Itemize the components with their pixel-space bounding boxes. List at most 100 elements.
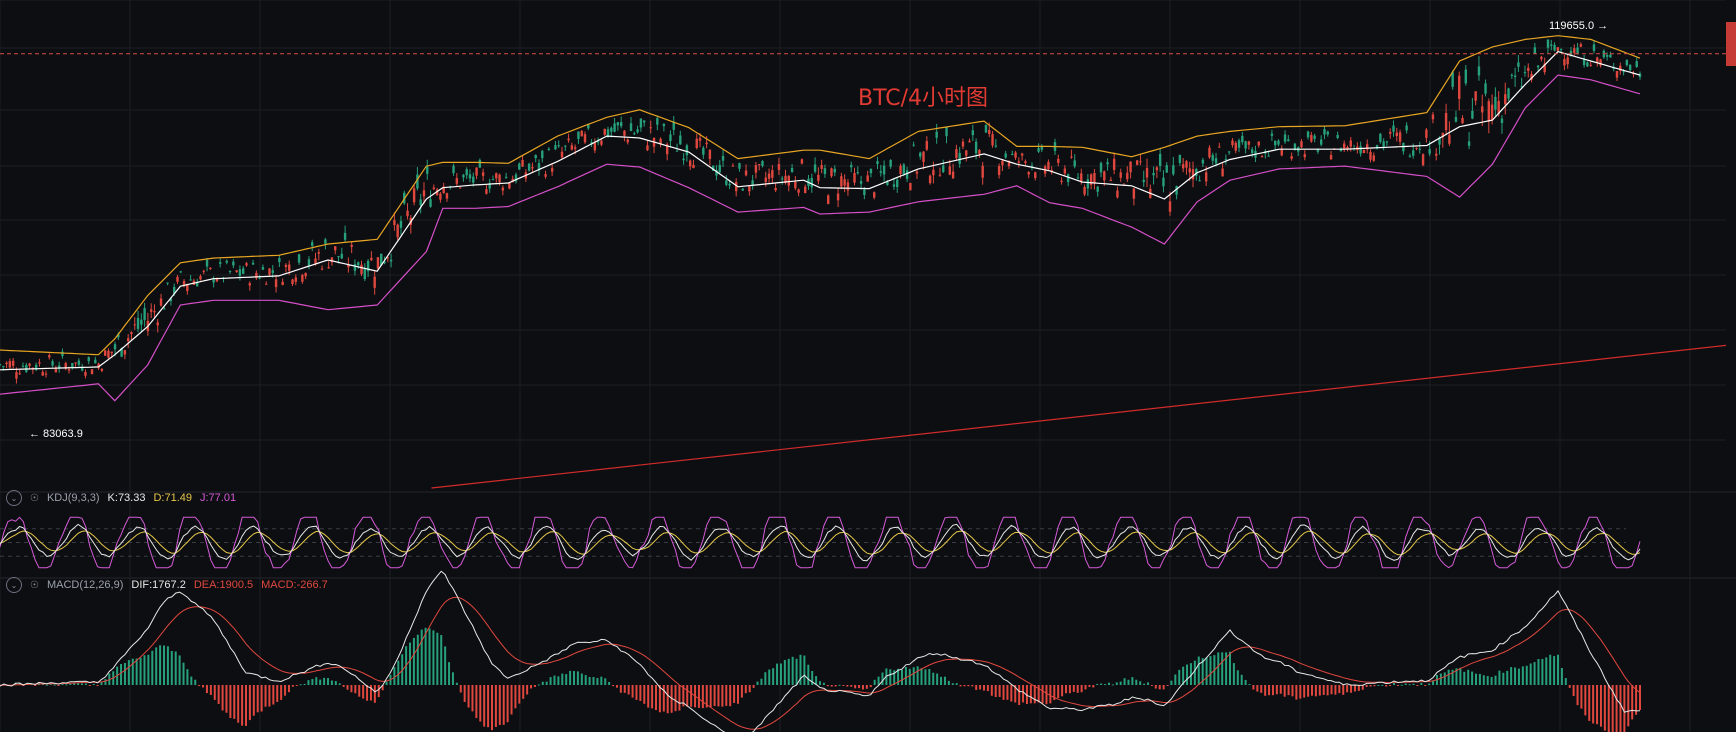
- chevron-down-icon[interactable]: ⌄: [6, 577, 22, 593]
- candle-body: [261, 267, 265, 270]
- macd-histogram-bar: [1584, 685, 1587, 716]
- candle-body: [258, 277, 261, 279]
- candle-body: [1576, 47, 1579, 55]
- chevron-down-icon[interactable]: ⌄: [6, 490, 22, 506]
- candle-body: [672, 121, 675, 130]
- macd-histogram-bar: [1549, 654, 1552, 685]
- macd-histogram-bar: [1006, 685, 1009, 700]
- candle-body: [820, 165, 823, 169]
- macd-histogram-bar: [1143, 683, 1146, 685]
- macd-histogram-bar: [217, 685, 220, 704]
- candle-body: [51, 361, 54, 366]
- macd-histogram-bar: [170, 651, 173, 685]
- candle-body: [455, 178, 459, 184]
- macd-histogram-bar: [397, 660, 400, 685]
- macd-histogram-bar: [260, 685, 263, 712]
- macd-histogram-bar: [205, 685, 208, 694]
- candle-body: [928, 175, 932, 184]
- macd-histogram-bar: [569, 670, 572, 685]
- candle-body: [508, 182, 511, 189]
- candle-body: [955, 149, 958, 158]
- candle-body: [1323, 128, 1326, 135]
- macd-dea-value: DEA:1900.5: [193, 579, 254, 591]
- candle-body: [281, 281, 284, 285]
- candle-body: [626, 139, 629, 143]
- candle-body: [1346, 147, 1349, 150]
- candle-body: [781, 178, 784, 180]
- candle-body: [932, 169, 935, 176]
- macd-histogram-bar: [600, 676, 603, 685]
- bell-icon[interactable]: ☉: [30, 579, 39, 591]
- macd-histogram-bar: [280, 685, 283, 700]
- candle-body: [1625, 60, 1629, 66]
- macd-histogram-bar: [1475, 673, 1477, 685]
- macd-histogram-bar: [1428, 683, 1431, 685]
- candle-body: [1398, 132, 1402, 142]
- macd-histogram-bar: [41, 683, 44, 685]
- candle-body: [343, 232, 347, 240]
- candle-body: [1369, 151, 1372, 160]
- candle-body: [587, 123, 590, 129]
- macd-histogram-bar: [506, 685, 509, 723]
- candle-body: [71, 363, 74, 369]
- candle-body: [380, 253, 383, 266]
- bell-icon[interactable]: ☉: [30, 492, 39, 504]
- candle-body: [1408, 155, 1412, 157]
- candle-body: [360, 264, 363, 275]
- bollinger-lower-line: [0, 74, 1641, 402]
- candle-body: [1198, 180, 1201, 182]
- candle-body: [314, 258, 317, 264]
- macd-histogram-bar: [815, 676, 818, 685]
- macd-histogram-bar: [1221, 652, 1224, 685]
- macd-histogram-bar: [104, 679, 107, 685]
- candle-body: [406, 210, 409, 217]
- macd-histogram-bar: [1174, 674, 1177, 685]
- candle-body: [518, 163, 521, 170]
- macd-histogram-bar: [1201, 658, 1204, 685]
- candle-body: [1444, 112, 1448, 131]
- candle-body: [416, 174, 419, 189]
- macd-histogram-bar: [760, 678, 763, 685]
- candle-body: [1566, 57, 1569, 65]
- candle-body: [1441, 133, 1445, 138]
- candle-body: [156, 322, 159, 326]
- macd-dif-value: DIF:1767.2: [131, 579, 186, 591]
- macd-histogram-bar: [213, 685, 216, 700]
- candle-body: [767, 173, 771, 179]
- macd-histogram-bar: [61, 683, 64, 685]
- candle-body: [537, 163, 541, 171]
- candle-body: [347, 264, 350, 268]
- macd-histogram-bar: [323, 677, 326, 685]
- candle-body: [938, 174, 942, 176]
- candle-body: [1172, 165, 1175, 175]
- macd-histogram-bar: [366, 685, 369, 701]
- candle-body: [5, 362, 8, 365]
- macd-histogram-bar: [721, 685, 724, 707]
- candle-body: [1214, 158, 1218, 164]
- candle-body: [235, 270, 238, 273]
- macd-histogram-bar: [682, 685, 685, 707]
- macd-histogram-value: MACD:-266.7: [261, 579, 328, 591]
- candle-body: [426, 166, 429, 174]
- macd-histogram-bar: [1408, 684, 1411, 686]
- macd-histogram-bar: [670, 685, 673, 713]
- candle-body: [8, 361, 12, 368]
- macd-histogram-bar: [1486, 676, 1489, 685]
- macd-histogram-bar: [1502, 672, 1505, 685]
- macd-histogram-bar: [1295, 685, 1298, 700]
- macd-histogram-bar: [77, 683, 80, 685]
- macd-histogram-bar: [1256, 685, 1259, 692]
- low-price-label: ← 83063.9: [29, 428, 83, 440]
- candle-body: [172, 286, 176, 294]
- macd-header: ⌄ ☉ MACD(12,26,9) DIF:1767.2 DEA:1900.5 …: [6, 577, 328, 593]
- candle-body: [1464, 69, 1468, 84]
- candle-body: [902, 164, 906, 175]
- candle-body: [823, 168, 827, 174]
- candle-body: [64, 363, 67, 369]
- macd-histogram-bar: [1455, 668, 1458, 685]
- macd-histogram-bar: [783, 660, 786, 685]
- macd-histogram-bar: [311, 679, 314, 685]
- price-axis-handle[interactable]: [1726, 22, 1736, 66]
- candle-body: [245, 263, 248, 266]
